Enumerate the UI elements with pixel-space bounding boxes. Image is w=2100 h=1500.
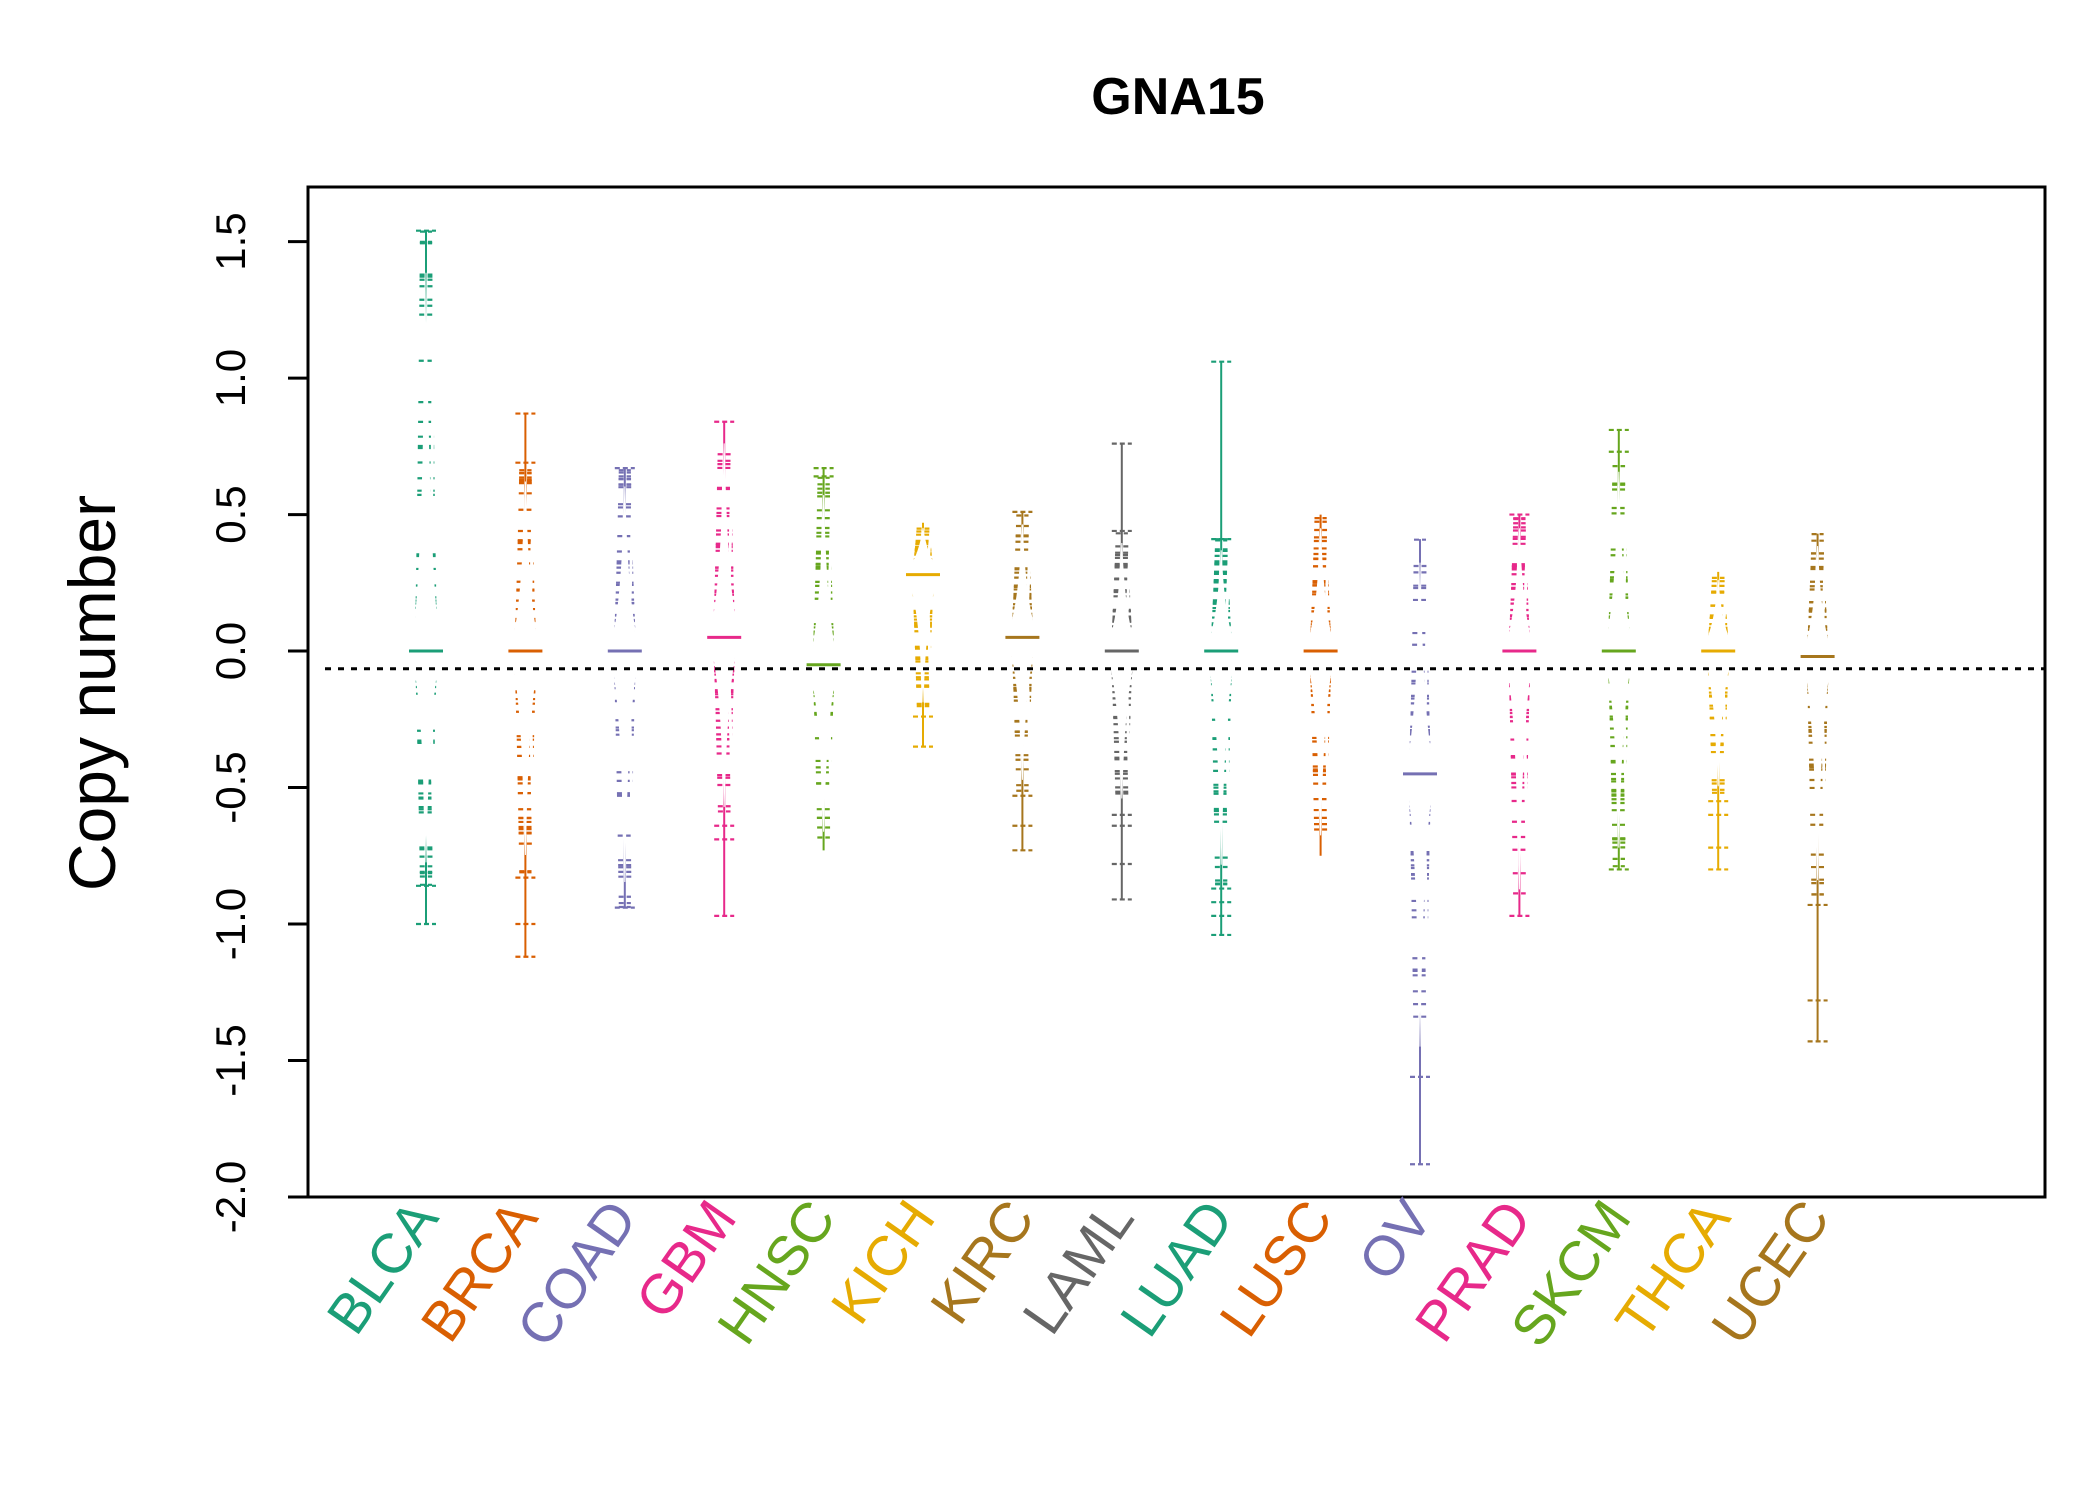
x-tick-label-lusc: LUSC (1207, 1189, 1344, 1348)
bean-laml (1104, 442, 1139, 901)
bean-density (410, 272, 442, 863)
plot-frame (306, 185, 2047, 1199)
bean-kich (906, 522, 940, 748)
bean-thca (1701, 571, 1736, 871)
bean-ov (1403, 538, 1437, 1166)
y-tick-label: 0.5 (207, 485, 254, 543)
y-tick-label: -1.5 (207, 1024, 254, 1096)
y-tick-label: -0.5 (207, 751, 254, 823)
bean-gbm (707, 420, 742, 917)
bean-hnsc (806, 467, 841, 851)
bean-density (1006, 524, 1038, 780)
bean-prad (1502, 513, 1537, 917)
x-tick-label-kich: KICH (818, 1189, 946, 1335)
bean-density (708, 443, 740, 807)
bean-density (1305, 528, 1337, 836)
bean-brca (508, 412, 543, 958)
bean-skcm (1601, 428, 1636, 871)
y-tick-label: 1.5 (207, 212, 254, 270)
bean-density (1404, 562, 1436, 1047)
beans-layer (409, 229, 1835, 1166)
chart-title: GNA15 (1091, 68, 1264, 126)
bean-density (609, 486, 641, 882)
bean-luad (1204, 360, 1239, 937)
bean-density (1205, 550, 1237, 865)
bean-density (1603, 471, 1635, 848)
bean-density (1106, 542, 1138, 799)
y-axis-label: Copy number (55, 495, 129, 891)
y-axis: -2.0 -1.5 -1.0 -0.5 0.0 0.5 1.0 1.5 (207, 212, 310, 1233)
bean-kirc (1005, 510, 1040, 852)
y-tick-label: 0.0 (207, 622, 254, 680)
bean-blca (409, 229, 443, 926)
bean-density (1802, 545, 1834, 881)
y-tick-label: -1.0 (207, 888, 254, 960)
bean-coad (607, 467, 642, 909)
y-tick-label: -2.0 (207, 1161, 254, 1233)
bean-ucec (1800, 532, 1835, 1043)
bean-density (1503, 528, 1535, 890)
y-tick-label: 1.0 (207, 349, 254, 407)
bean-density (907, 527, 939, 703)
x-tick-label-ov: OV (1346, 1188, 1444, 1291)
bean-density (1702, 579, 1734, 787)
bean-lusc (1303, 514, 1338, 856)
